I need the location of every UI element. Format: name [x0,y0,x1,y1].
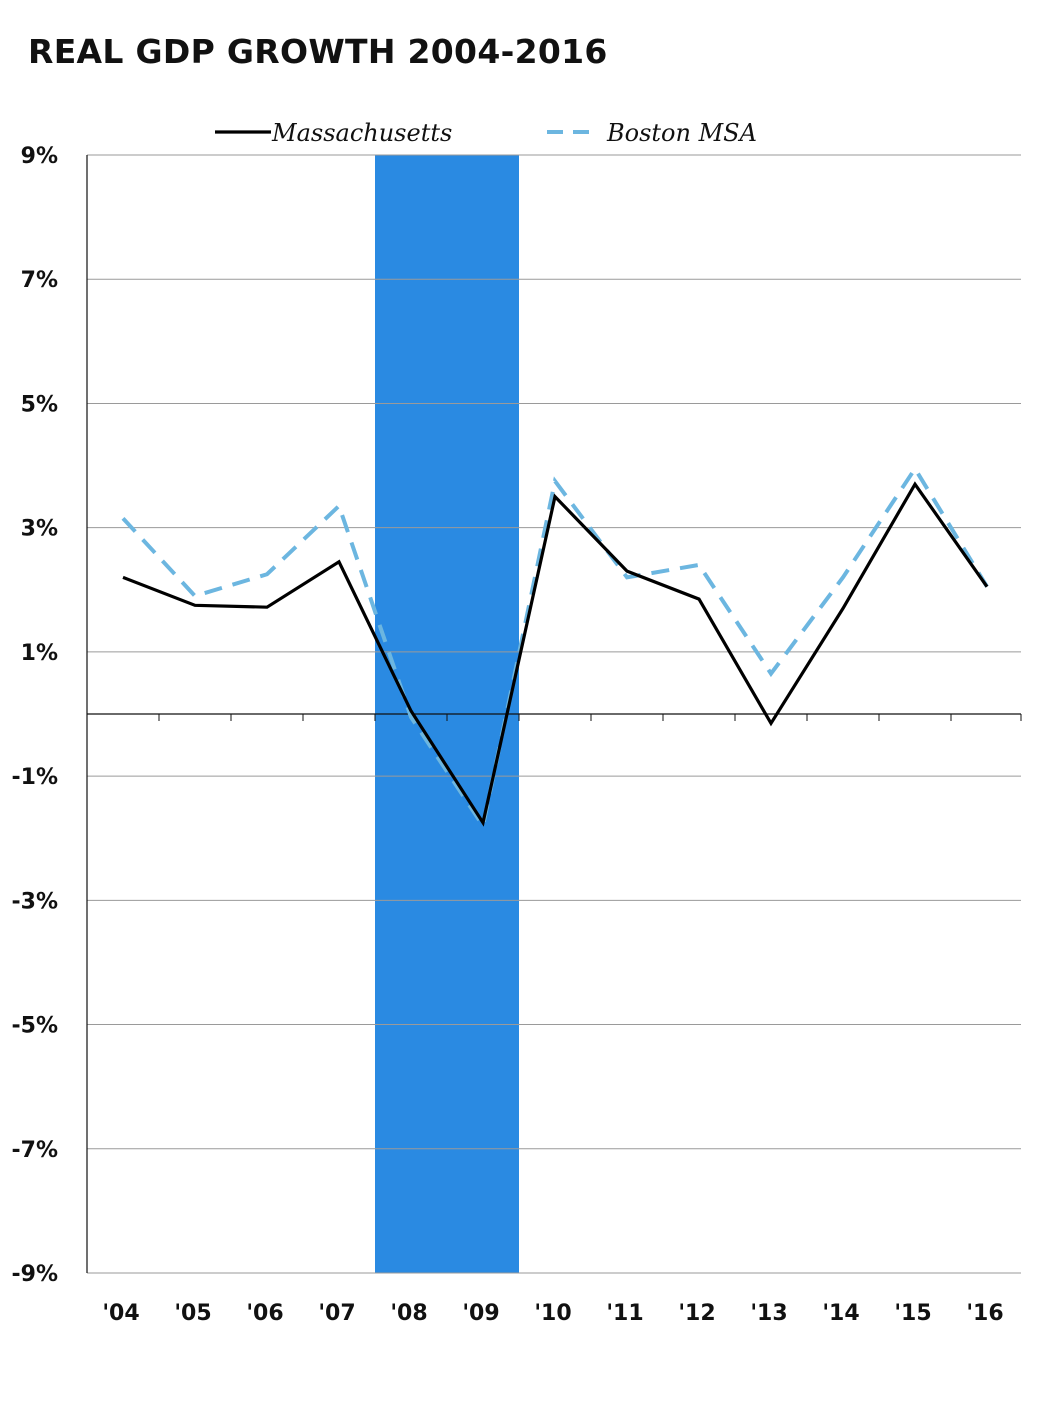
y-tick-label: 7% [21,268,58,293]
gridlines [87,154,1021,1274]
y-axis-tick-labels: 9% 7% 5% 3% 1% -1% -3% -5% -7% -9% [12,144,58,1287]
axes [86,155,1022,1273]
x-tick-label: '10 [534,1301,571,1326]
x-tick-label: '05 [174,1301,211,1326]
data-point-boston-msa [913,467,917,471]
chart-title: REAL GDP GROWTH 2004-2016 [28,32,608,71]
x-tick-label: '04 [102,1301,139,1326]
legend-label-boston-msa: Boston MSA [606,119,757,147]
x-tick-label: '16 [966,1301,1003,1326]
x-tick-label: '09 [462,1301,499,1326]
x-tick-label: '06 [246,1301,283,1326]
y-tick-label: -1% [12,765,58,790]
data-point-boston-msa [193,594,197,598]
x-tick-label: '07 [318,1301,355,1326]
y-tick-label: -7% [12,1138,58,1163]
series-lines [121,464,989,831]
series-line-boston-msa [121,464,989,831]
data-point-boston-msa [769,672,773,676]
y-tick-label: -9% [12,1262,58,1287]
data-point-boston-msa [553,479,557,483]
x-tick-label: '15 [894,1301,931,1326]
y-tick-label: 1% [21,641,58,666]
y-tick-label: 9% [21,144,58,169]
data-point-boston-msa [265,572,269,576]
x-axis-tick-labels: '04 '05 '06 '07 '08 '09 '10 '11 '12 '13 '14 '15 '16 [102,1301,1003,1326]
y-tick-label: -3% [12,889,58,914]
legend-label-massachusetts: Massachusetts [271,119,452,147]
data-point-boston-msa [121,516,125,520]
x-tick-label: '12 [678,1301,715,1326]
legend: Massachusetts Boston MSA [215,119,757,147]
y-tick-label: 3% [21,517,58,542]
x-tick-label: '14 [822,1301,859,1326]
x-tick-label: '08 [390,1301,427,1326]
data-point-boston-msa [697,563,701,567]
data-point-boston-msa [337,504,341,508]
data-point-boston-msa [625,575,629,579]
y-tick-label: -5% [12,1014,58,1039]
x-tick-label: '11 [606,1301,643,1326]
data-point-boston-msa [841,575,845,579]
y-tick-label: 5% [21,392,58,417]
x-tick-label: '13 [750,1301,787,1326]
series-line-massachusetts [122,481,989,827]
